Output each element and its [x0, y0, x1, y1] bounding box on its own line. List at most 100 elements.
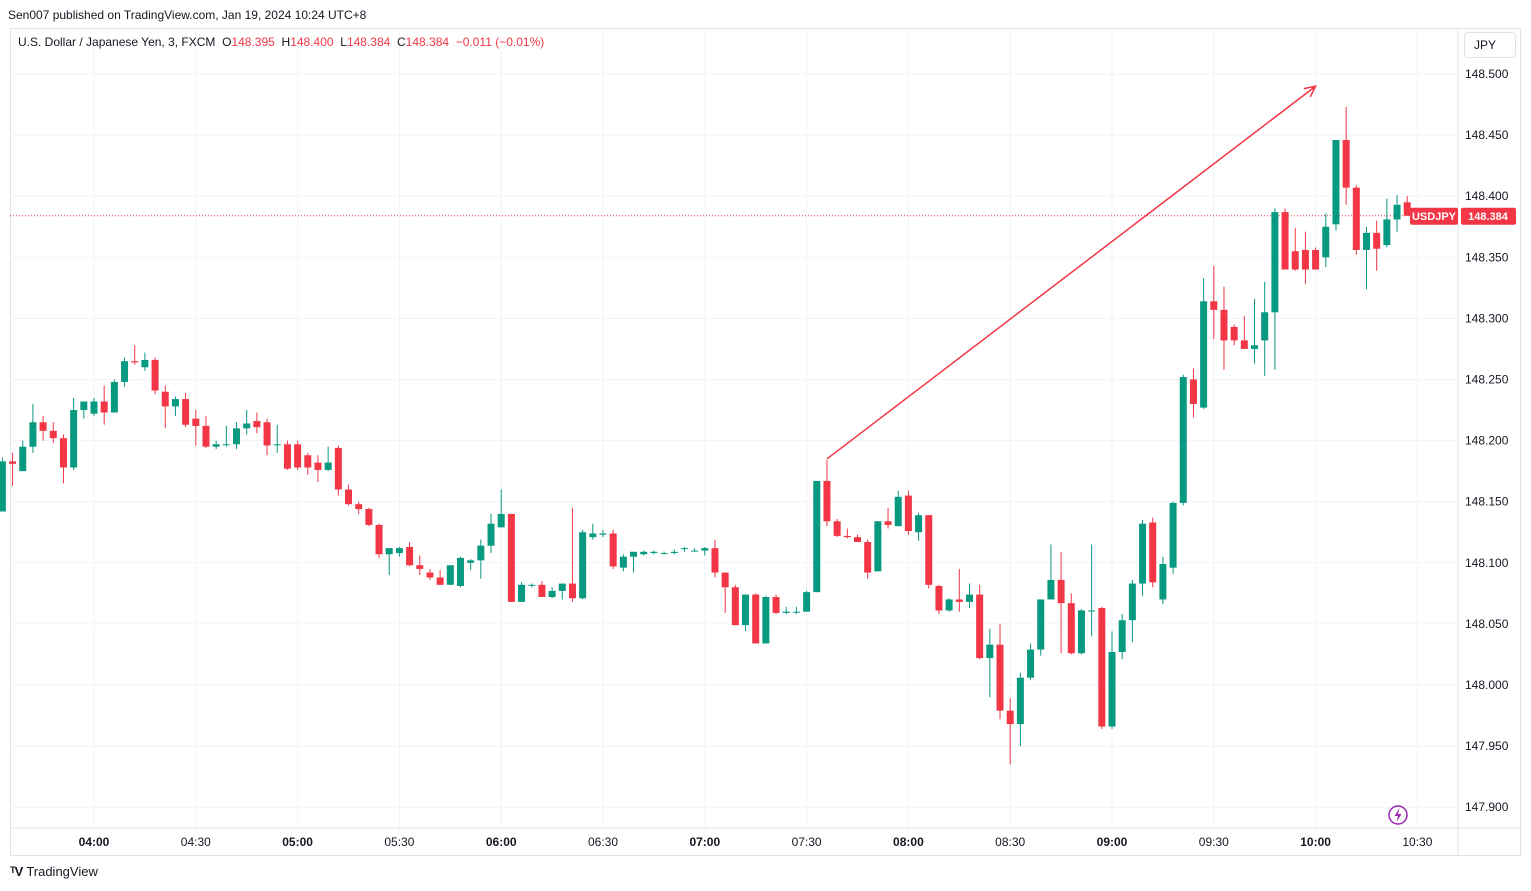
candle-up[interactable] [243, 410, 251, 435]
candle-down[interactable] [1220, 286, 1228, 370]
candle-up[interactable] [1027, 643, 1035, 681]
candle-up[interactable] [1179, 374, 1187, 506]
candle-up[interactable] [1037, 599, 1045, 656]
candle-up[interactable] [894, 490, 902, 527]
candle-down[interactable] [1006, 698, 1014, 765]
candle-up[interactable] [80, 401, 88, 419]
candle-down[interactable] [416, 555, 424, 576]
candle-down[interactable] [9, 452, 17, 486]
candle-up[interactable] [29, 403, 37, 453]
candle-up[interactable] [1016, 672, 1024, 747]
candle-up[interactable] [1169, 501, 1177, 574]
candle-up[interactable] [1139, 520, 1147, 596]
candle-up[interactable] [528, 583, 536, 588]
candle-down[interactable] [955, 568, 963, 612]
candle-down[interactable] [131, 345, 139, 365]
candle-down[interactable] [355, 501, 363, 514]
candle-down[interactable] [1291, 227, 1299, 271]
candle-up[interactable] [782, 606, 790, 615]
candle-up[interactable] [233, 422, 241, 450]
candle-up[interactable] [915, 512, 923, 541]
candle-up[interactable] [579, 529, 587, 600]
candle-down[interactable] [1230, 324, 1238, 346]
candle-down[interactable] [263, 418, 271, 456]
candle-up[interactable] [141, 352, 149, 371]
candle-up[interactable] [0, 457, 6, 512]
candle-up[interactable] [273, 424, 281, 453]
candle-up[interactable] [558, 583, 566, 600]
candle-down[interactable] [731, 584, 739, 626]
candle-down[interactable] [1240, 315, 1248, 349]
chart-frame[interactable] [10, 28, 1521, 856]
candle-up[interactable] [965, 583, 973, 609]
candle-down[interactable] [39, 416, 47, 441]
candle-down[interactable] [1210, 265, 1218, 340]
candle-up[interactable] [456, 556, 464, 588]
candle-down[interactable] [253, 412, 261, 434]
candle-down[interactable] [314, 455, 322, 483]
candle-up[interactable] [1251, 298, 1259, 364]
tradingview-logo[interactable]: ᵀV TradingView [10, 864, 98, 879]
candle-down[interactable] [294, 440, 302, 470]
candle-down[interactable] [1149, 517, 1157, 588]
candle-up[interactable] [640, 550, 648, 556]
candle-up[interactable] [497, 489, 505, 528]
candle-up[interactable] [792, 606, 800, 615]
candle-up[interactable] [1088, 544, 1096, 637]
candle-up[interactable] [385, 548, 393, 576]
candle-up[interactable] [630, 551, 638, 573]
candle-up[interactable] [90, 397, 98, 417]
candle-up[interactable] [446, 565, 454, 585]
candle-down[interactable] [538, 581, 546, 598]
candle-up[interactable] [222, 425, 230, 447]
candle-up[interactable] [487, 513, 495, 554]
candle-down[interactable] [843, 528, 851, 539]
candle-up[interactable] [1322, 213, 1330, 268]
candle-up[interactable] [548, 587, 556, 599]
candle-down[interactable] [976, 584, 984, 660]
candle-up[interactable] [680, 546, 688, 552]
candle-down[interactable] [854, 534, 861, 543]
candle-up[interactable] [1159, 556, 1167, 605]
candle-down[interactable] [59, 434, 67, 484]
candle-up[interactable] [1108, 631, 1116, 729]
candle-up[interactable] [670, 549, 678, 555]
candle-up[interactable] [742, 594, 750, 632]
candle-up[interactable] [1261, 281, 1269, 376]
candle-down[interactable] [100, 385, 108, 425]
candle-down[interactable] [426, 568, 434, 580]
candle-down[interactable] [752, 593, 760, 644]
candle-up[interactable] [650, 550, 658, 555]
candle-up[interactable] [1383, 198, 1391, 248]
currency-button[interactable]: JPY [1464, 32, 1516, 58]
candle-down[interactable] [568, 507, 576, 602]
candle-down[interactable] [996, 623, 1004, 720]
candle-down[interactable] [935, 584, 943, 615]
candle-up[interactable] [874, 521, 882, 572]
candle-up[interactable] [803, 590, 811, 612]
candle-down[interactable] [406, 542, 414, 567]
candle-down[interactable] [1352, 185, 1360, 255]
candle-up[interactable] [945, 598, 953, 612]
candle-up[interactable] [395, 546, 403, 557]
candle-down[interactable] [1281, 208, 1289, 270]
candle-down[interactable] [1342, 106, 1350, 205]
candle-down[interactable] [823, 460, 831, 527]
candle-down[interactable] [864, 539, 872, 579]
candle-down[interactable] [772, 594, 780, 615]
candle-down[interactable] [375, 523, 383, 558]
candle-down[interactable] [1301, 231, 1309, 285]
candle-down[interactable] [151, 357, 159, 395]
candle-down[interactable] [884, 507, 892, 529]
candle-up[interactable] [324, 446, 332, 472]
candle-down[interactable] [1189, 368, 1197, 418]
candle-down[interactable] [609, 529, 617, 569]
candle-down[interactable] [507, 513, 515, 602]
candle-up[interactable] [1118, 614, 1126, 660]
candle-down[interactable] [1098, 606, 1106, 729]
candle-down[interactable] [1312, 247, 1320, 270]
candle-up[interactable] [1332, 139, 1340, 231]
candle-down[interactable] [202, 416, 210, 448]
candle-down[interactable] [49, 422, 57, 444]
